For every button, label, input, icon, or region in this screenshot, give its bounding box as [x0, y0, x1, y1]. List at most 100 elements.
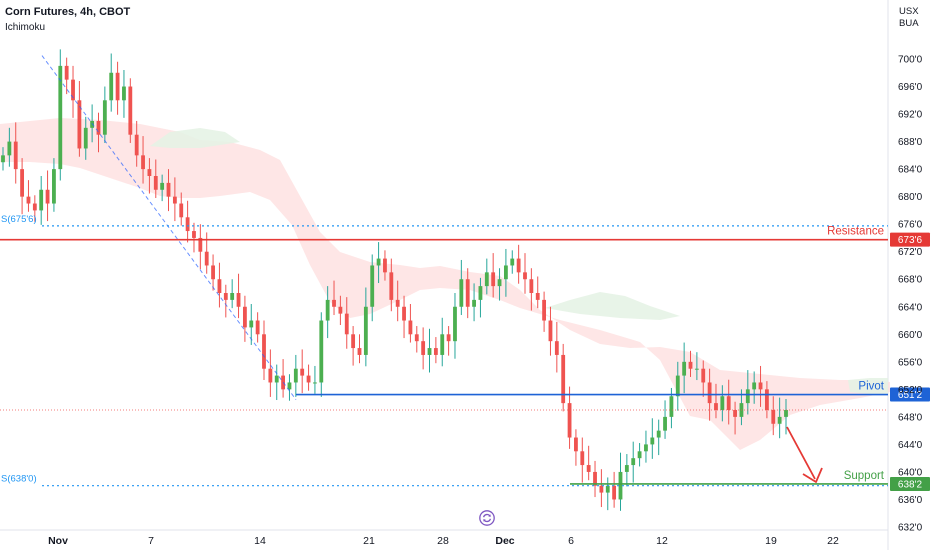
- y-tick-label: 696'0: [898, 82, 923, 93]
- y-tick-label: 672'0: [898, 247, 923, 258]
- candle-body: [720, 396, 725, 410]
- candle-body: [542, 299, 547, 321]
- candle-body: [185, 217, 190, 232]
- chart-title: Corn Futures, 4h, CBOT: [5, 6, 131, 18]
- level-label-resistance: Resistance: [827, 226, 884, 238]
- candle-body: [535, 293, 540, 300]
- candle-body: [777, 416, 782, 424]
- candle-body: [484, 272, 489, 287]
- candle-body: [274, 375, 279, 383]
- candle-body: [688, 361, 693, 369]
- candle-body: [32, 203, 37, 211]
- candle-body: [414, 334, 419, 342]
- candle-body: [153, 176, 158, 190]
- y-tick-label: 652'0: [898, 385, 923, 396]
- down-right-arrow: [802, 467, 823, 483]
- level-price-tag-text: 638'2: [898, 479, 923, 490]
- candle-body: [656, 430, 661, 438]
- candle-body: [446, 334, 451, 342]
- candle-body: [325, 299, 330, 321]
- candle-body: [128, 86, 133, 135]
- sync-icon[interactable]: [479, 510, 495, 526]
- candle-body: [605, 485, 610, 493]
- currency-unit: BUA: [899, 18, 919, 29]
- candle-body: [230, 293, 235, 300]
- y-tick-label: 668'0: [898, 275, 923, 286]
- y-tick-label: 644'0: [898, 440, 923, 451]
- candle-body: [338, 306, 343, 314]
- candle-body: [669, 396, 674, 417]
- candle-body: [599, 485, 604, 493]
- candle-body: [675, 375, 680, 397]
- candle-body: [217, 279, 222, 293]
- candle-body: [745, 389, 750, 404]
- candle-body: [255, 320, 260, 335]
- candle-body: [319, 320, 324, 383]
- candle-body: [453, 306, 457, 342]
- candle-body: [45, 189, 50, 204]
- candle-body: [459, 279, 464, 307]
- candle-body: [714, 403, 718, 410]
- candle-body: [204, 251, 209, 266]
- level-price-tag-text: 673'6: [898, 235, 923, 246]
- candle-body: [211, 265, 215, 280]
- candle-body: [26, 196, 31, 204]
- candle-body: [236, 293, 241, 307]
- candle-body: [682, 361, 687, 376]
- projection-arrow-line: [786, 426, 816, 480]
- trendline: [41, 55, 297, 400]
- candle-body: [77, 100, 82, 149]
- candle-body: [287, 382, 292, 390]
- candle-body: [618, 471, 623, 500]
- y-tick-label: 688'0: [898, 137, 923, 148]
- candle-body: [242, 306, 247, 328]
- candle-body: [733, 410, 737, 417]
- candle-body: [497, 279, 502, 287]
- candle-body: [166, 182, 171, 197]
- x-tick-label: 19: [765, 535, 777, 547]
- x-tick-label: Dec: [495, 535, 514, 547]
- candle-body: [172, 196, 177, 204]
- candle-body: [223, 293, 228, 300]
- candle-body: [663, 416, 667, 431]
- candle-body: [523, 272, 527, 280]
- candle-body: [561, 354, 566, 404]
- candle-body: [701, 368, 706, 383]
- y-tick-label: 640'0: [898, 467, 923, 478]
- candle-body: [644, 444, 648, 452]
- candle-body: [586, 465, 591, 472]
- candle-body: [574, 437, 578, 452]
- y-tick-label: 632'0: [898, 523, 923, 534]
- level-price-tag: [890, 232, 930, 247]
- candle-body: [408, 320, 413, 335]
- candle-body: [389, 272, 394, 300]
- candle-body: [262, 334, 266, 369]
- candle-body: [383, 258, 387, 273]
- y-tick-label: 648'0: [898, 412, 923, 423]
- candle-body: [83, 127, 88, 149]
- candle-body: [612, 485, 617, 500]
- candle-body: [313, 382, 317, 384]
- candle-body: [306, 375, 311, 383]
- candle-body: [478, 286, 483, 300]
- x-tick-label: 7: [148, 535, 154, 547]
- candle-body: [402, 306, 406, 321]
- candle-body: [64, 65, 69, 80]
- candle-body: [198, 237, 203, 252]
- candle-body: [109, 72, 114, 101]
- y-tick-label: 660'0: [898, 330, 923, 341]
- candle-body: [758, 382, 763, 390]
- x-tick-label: 21: [363, 535, 375, 547]
- candle-body: [115, 72, 120, 101]
- candle-body: [516, 258, 521, 273]
- candle-body: [421, 341, 426, 355]
- candle-body: [13, 141, 18, 170]
- candle-body: [650, 437, 655, 445]
- candle-body: [593, 471, 597, 486]
- y-tick-label: 692'0: [898, 110, 923, 121]
- x-tick-label: Nov: [48, 535, 68, 547]
- dotted-level-label: S(638'0): [1, 474, 37, 485]
- candle-body: [300, 368, 305, 376]
- level-label-pivot: Pivot: [858, 381, 884, 393]
